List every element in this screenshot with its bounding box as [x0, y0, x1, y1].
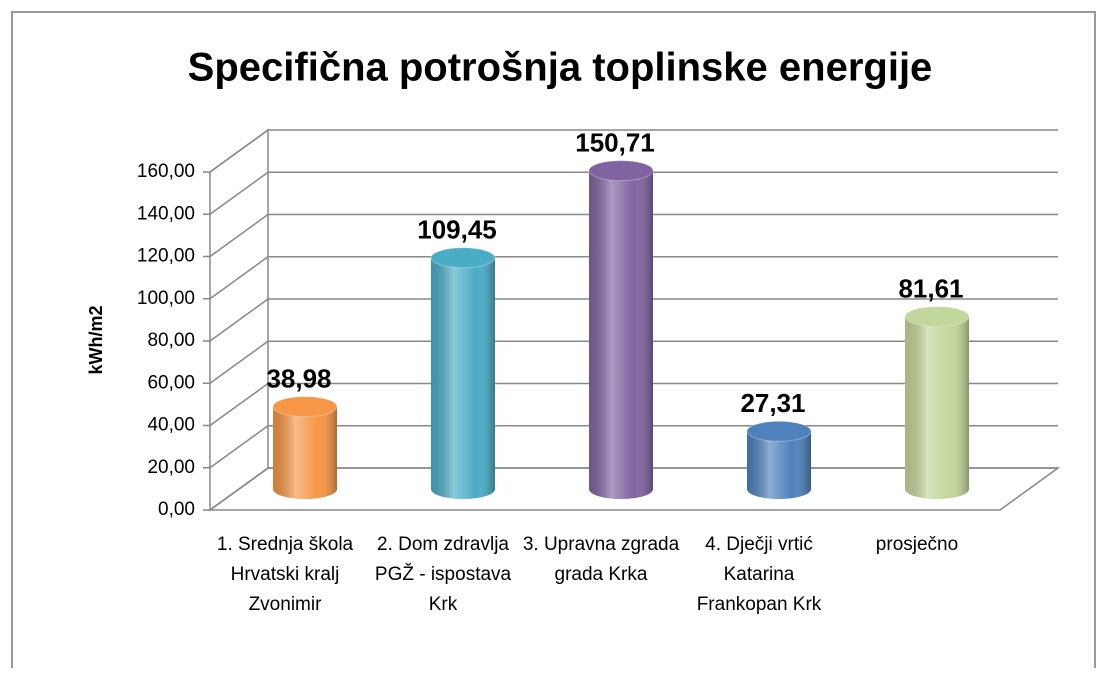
bar-top	[272, 396, 338, 418]
x-tick-label: prosječno	[875, 534, 959, 555]
bar-top	[746, 420, 812, 442]
value-label: 109,45	[417, 215, 497, 245]
value-label: 81,61	[898, 273, 963, 303]
bar-shade	[273, 406, 337, 499]
bar-shade	[589, 170, 653, 499]
bar-shade	[431, 257, 495, 499]
y-tick-label: 80,00	[147, 330, 195, 351]
y-axis-label: kWh/m2	[86, 305, 106, 374]
chart-border	[11, 11, 1096, 668]
bar-shade	[747, 431, 811, 499]
y-tick-label: 140,00	[137, 203, 195, 224]
chart-title: Specifična potrošnja toplinske energije	[188, 46, 933, 90]
x-tick-label: 3. Upravna zgrada grada Krka	[522, 534, 680, 585]
bar-top	[588, 160, 654, 182]
grid-line	[209, 298, 1058, 342]
grid-line	[209, 256, 1058, 300]
y-tick-label: 160,00	[137, 161, 195, 182]
grid-line	[209, 129, 1058, 173]
y-tick-label: 120,00	[137, 246, 195, 267]
x-tick-label: 1. Srednja škola Hrvatski kralj Zvonimir	[216, 534, 354, 615]
y-tick-label: 20,00	[147, 457, 195, 478]
x-tick-label: 4. Dječji vrtić Katarina Frankopan Krk	[696, 534, 822, 615]
y-tick-label: 40,00	[147, 415, 195, 436]
bar-top	[904, 306, 970, 328]
bar-top	[430, 247, 496, 269]
grid-line	[209, 340, 1058, 384]
bar-shade	[905, 316, 969, 499]
grid-line	[209, 171, 1058, 215]
y-tick-label: 100,00	[137, 288, 195, 309]
grid-line	[209, 382, 1058, 427]
x-tick-label: 2. Dom zdravlja PGŽ - ispostava Krk	[374, 534, 512, 615]
y-tick-label: 0,00	[158, 499, 195, 520]
value-label: 27,31	[740, 388, 805, 418]
y-tick-label: 60,00	[147, 372, 195, 393]
grid-line	[209, 213, 1058, 258]
value-label: 38,98	[266, 364, 331, 394]
value-label: 150,71	[575, 128, 655, 158]
